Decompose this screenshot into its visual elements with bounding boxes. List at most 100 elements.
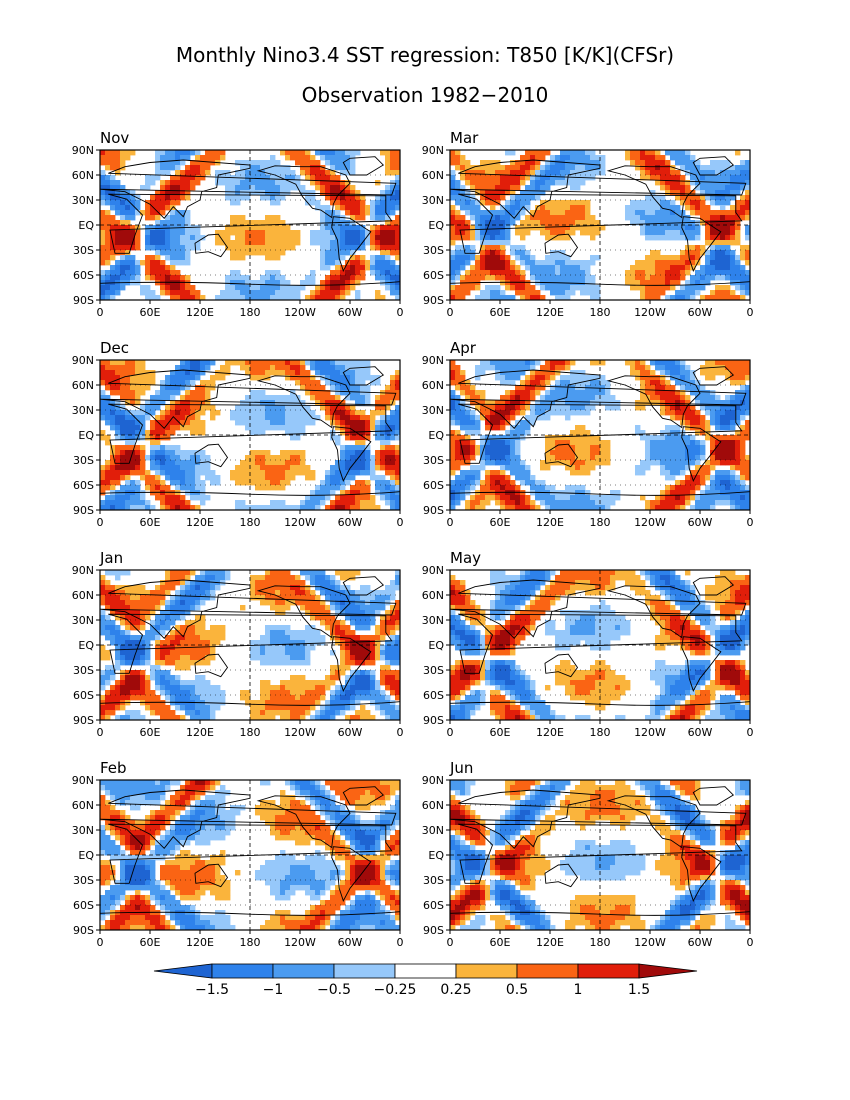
- field-cell: [165, 270, 171, 276]
- field-cell: [300, 465, 306, 471]
- field-cell: [390, 290, 396, 296]
- field-cell: [360, 500, 366, 506]
- field-cell: [115, 505, 121, 510]
- field-cell: [175, 450, 181, 456]
- field-cell: [290, 175, 296, 181]
- field-cell: [325, 250, 331, 256]
- field-cell: [145, 235, 151, 241]
- field-cell: [595, 255, 601, 261]
- field-cell: [340, 410, 346, 416]
- field-cell: [160, 385, 166, 391]
- field-cell: [315, 175, 321, 181]
- field-cell: [315, 205, 321, 211]
- field-cell: [275, 420, 281, 426]
- field-cell: [470, 440, 476, 446]
- field-cell: [225, 370, 231, 376]
- field-cell: [395, 430, 400, 436]
- field-cell: [460, 165, 466, 171]
- field-cell: [150, 505, 156, 510]
- field-cell: [480, 170, 486, 176]
- field-cell: [395, 410, 400, 416]
- field-cell: [575, 260, 581, 266]
- field-cell: [730, 450, 736, 456]
- field-cell: [115, 475, 121, 481]
- field-cell: [685, 385, 691, 391]
- field-cell: [715, 440, 721, 446]
- field-cell: [135, 460, 141, 466]
- field-cell: [555, 435, 561, 441]
- field-cell: [450, 500, 456, 506]
- field-cell: [185, 240, 191, 246]
- field-cell: [120, 160, 126, 166]
- field-cell: [530, 365, 536, 371]
- field-cell: [700, 385, 706, 391]
- field-cell: [735, 450, 741, 456]
- field-cell: [535, 155, 541, 161]
- field-cell: [320, 280, 326, 286]
- field-cell: [580, 375, 586, 381]
- field-cell: [340, 365, 346, 371]
- field-cell: [545, 165, 551, 171]
- field-cell: [580, 220, 586, 226]
- field-cell: [460, 405, 466, 411]
- field-cell: [260, 185, 266, 191]
- field-cell: [170, 215, 176, 221]
- field-cell: [655, 260, 661, 266]
- field-cell: [575, 370, 581, 376]
- field-cell: [660, 390, 666, 396]
- field-cell: [195, 495, 201, 501]
- field-cell: [290, 420, 296, 426]
- field-cell: [650, 220, 656, 226]
- field-cell: [355, 270, 361, 276]
- field-cell: [705, 395, 711, 401]
- field-cell: [380, 260, 386, 266]
- field-cell: [695, 225, 701, 231]
- field-cell: [670, 410, 676, 416]
- field-cell: [690, 175, 696, 181]
- field-cell: [670, 495, 676, 501]
- field-cell: [495, 170, 501, 176]
- field-cell: [165, 410, 171, 416]
- field-cell: [705, 195, 711, 201]
- field-cell: [320, 390, 326, 396]
- field-cell: [330, 505, 336, 510]
- field-cell: [175, 500, 181, 506]
- field-cell: [195, 480, 201, 486]
- field-cell: [200, 420, 206, 426]
- field-cell: [700, 465, 706, 471]
- field-cell: [580, 380, 586, 386]
- field-cell: [505, 415, 511, 421]
- field-cell: [645, 275, 651, 281]
- field-cell: [350, 475, 356, 481]
- field-cell: [125, 430, 131, 436]
- field-cell: [520, 365, 526, 371]
- field-cell: [520, 250, 526, 256]
- field-cell: [270, 365, 276, 371]
- field-cell: [330, 150, 336, 156]
- field-cell: [740, 475, 746, 481]
- field-cell: [660, 455, 666, 461]
- field-cell: [675, 225, 681, 231]
- field-cell: [720, 220, 726, 226]
- field-cell: [450, 395, 456, 401]
- field-cell: [120, 430, 126, 436]
- field-cell: [340, 490, 346, 496]
- field-cell: [265, 425, 271, 431]
- field-cell: [355, 495, 361, 501]
- field-cell: [130, 415, 136, 421]
- field-cell: [680, 180, 686, 186]
- field-cell: [730, 445, 736, 451]
- field-cell: [260, 470, 266, 476]
- field-cell: [200, 380, 206, 386]
- field-cell: [680, 395, 686, 401]
- field-cell: [335, 160, 341, 166]
- field-cell: [550, 440, 556, 446]
- field-cell: [330, 385, 336, 391]
- field-cell: [390, 235, 396, 241]
- field-cell: [715, 475, 721, 481]
- field-cell: [100, 500, 106, 506]
- field-cell: [245, 170, 251, 176]
- field-cell: [110, 245, 116, 251]
- field-cell: [175, 405, 181, 411]
- field-cell: [115, 270, 121, 276]
